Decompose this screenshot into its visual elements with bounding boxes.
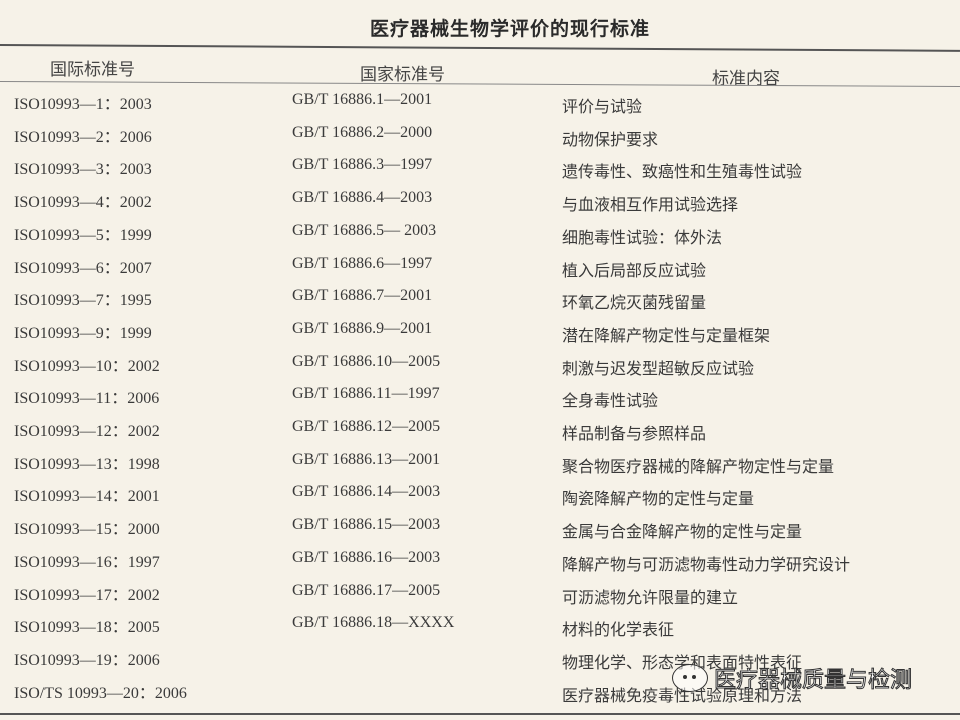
international-standard: ISO10993—14：2001	[14, 488, 160, 506]
wechat-icon	[672, 664, 708, 692]
table-row: ISO10993—3：2003 GB/T 16886.3—1997 遗传毒性、致癌性…	[0, 155, 960, 187]
international-standard: ISO10993—17：2002	[14, 586, 160, 604]
international-standard: ISO10993—1：2003	[14, 96, 152, 113]
international-standard: ISO10993—10：2002	[14, 357, 160, 375]
national-standard: GB/T 16886.15—2003	[292, 516, 441, 534]
national-standard: GB/T 16886.13—2001	[292, 450, 441, 468]
standard-content: 医疗器械免疫毒性试验原理和方法	[562, 685, 803, 705]
national-standard: GB/T 16886.12—2005	[292, 418, 441, 435]
table-title: 医疗器械生物学评价的现行标准	[369, 18, 650, 40]
national-standard: GB/T 16886.2—2000	[292, 123, 433, 141]
international-standard: ISO10993—15：2000	[14, 521, 160, 539]
national-standard: GB/T 16886.5— 2003	[292, 221, 437, 239]
international-standard: ISO10993—4：2002	[14, 194, 152, 212]
table-row: ISO10993—15：2000 GB/T 16886.15—2003 金属与合金降…	[0, 515, 960, 547]
international-standard: ISO10993—3：2003	[14, 161, 152, 179]
international-standard: ISO10993—19：2006	[14, 651, 160, 669]
international-standard: ISO10993—7：1995	[14, 292, 152, 310]
international-standard: ISO10993—5：1999	[14, 226, 152, 244]
standard-content: 金属与合金降解产物的定性与定量	[562, 522, 803, 542]
national-standard: GB/T 16886.7—2001	[292, 287, 433, 305]
national-standard: GB/T 16886.18—XXXX	[292, 614, 455, 632]
table-row: ISO10993—18：2005 GB/T 16886.18—XXXX 材料的化学表…	[0, 613, 960, 645]
national-standard: GB/T 16886.6—1997	[292, 254, 433, 272]
table-row: ISO10993—16：1997 GB/T 16886.16—2003 降解产物与可…	[0, 548, 960, 580]
standard-content: 植入后局部反应试验	[562, 260, 707, 280]
table-row: ISO10993—14：2001 GB/T 16886.14—2003 陶瓷降解产物…	[0, 482, 960, 514]
international-standard: ISO10993—18：2005	[14, 619, 160, 637]
national-standard: GB/T 16886.1—2001	[292, 91, 433, 108]
table-row: ISO10993—2：2006 GB/T 16886.2—2000 动物保护要求	[0, 123, 960, 155]
international-standard: ISO10993—6：2007	[14, 259, 152, 277]
watermark-text: 医疗器械质量与检测	[713, 668, 913, 694]
standard-content: 物理化学、形态学和表面特性表征	[562, 652, 803, 672]
watermark: 医疗器械质量与检测	[672, 662, 913, 694]
standard-content: 陶瓷降解产物的定性与定量	[562, 489, 755, 509]
top-rule	[0, 44, 960, 52]
international-standard: ISO10993—9：1999	[14, 324, 152, 342]
standard-content: 遗传毒性、致癌性和生殖毒性试验	[562, 162, 803, 182]
header-national: 国家标准号	[360, 65, 445, 85]
international-standard: ISO/TS 10993—20：2006	[14, 684, 187, 702]
international-standard: ISO10993—12：2002	[14, 423, 160, 440]
standard-content: 细胞毒性试验：体外法	[562, 227, 723, 247]
table-row: ISO10993—7：1995 GB/T 16886.7—2001 环氧乙烷灭菌残留…	[0, 286, 960, 318]
international-standard: ISO10993—16：1997	[14, 553, 160, 571]
national-standard: GB/T 16886.16—2003	[292, 548, 441, 566]
table-row: ISO10993—11：2006 GB/T 16886.11—1997 全身毒性试验	[0, 384, 960, 416]
standard-content: 刺激与迟发型超敏反应试验	[562, 358, 755, 378]
standard-content: 样品制备与参照样品	[562, 424, 707, 443]
table-row: ISO10993—17：2002 GB/T 16886.17—2005 可沥滤物允许…	[0, 581, 960, 613]
national-standard: GB/T 16886.3—1997	[292, 156, 433, 174]
header-international: 国际标准号	[50, 60, 135, 80]
national-standard: GB/T 16886.4—2003	[292, 189, 433, 207]
table-row: ISO10993—12：2002 GB/T 16886.12—2005 样品制备与参…	[0, 417, 960, 449]
standard-content: 可沥滤物允许限量的建立	[562, 587, 739, 607]
bottom-rule	[0, 713, 960, 715]
table-row: ISO10993—9：1999 GB/T 16886.9—2001 潜在降解产物定性…	[0, 319, 960, 351]
national-standard: GB/T 16886.17—2005	[292, 581, 441, 599]
international-standard: ISO10993—13：1998	[14, 455, 160, 473]
standard-content: 动物保护要求	[562, 129, 659, 149]
standard-content: 与血液相互作用试验选择	[562, 195, 739, 215]
table-row: ISO10993—5：1999 GB/T 16886.5— 2003 细胞毒性试验：…	[0, 221, 960, 253]
national-standard: GB/T 16886.14—2003	[292, 483, 441, 501]
table-row: ISO10993—19：2006 物理化学、形态学和表面特性表征	[0, 646, 960, 678]
standard-content: 聚合物医疗器械的降解产物定性与定量	[562, 456, 835, 476]
table-row: ISO10993—10：2002 GB/T 16886.10—2005 刺激与迟发型…	[0, 352, 960, 384]
national-standard: GB/T 16886.9—2001	[292, 319, 433, 337]
standard-content: 评价与试验	[562, 97, 643, 116]
national-standard: GB/T 16886.11—1997	[292, 385, 440, 403]
table-row: ISO/TS 10993—20：2006 医疗器械免疫毒性试验原理和方法	[0, 679, 960, 711]
standard-content: 材料的化学表征	[562, 620, 675, 640]
standard-content: 潜在降解产物定性与定量框架	[562, 325, 771, 345]
standard-content: 全身毒性试验	[562, 391, 659, 411]
header-rule	[0, 81, 960, 88]
standard-content: 环氧乙烷灭菌残留量	[562, 293, 707, 313]
table-row: ISO10993—4：2002 GB/T 16886.4—2003 与血液相互作用试…	[0, 188, 960, 220]
table-row: ISO10993—13：1998 GB/T 16886.13—2001 聚合物医疗器…	[0, 450, 960, 482]
table-row: ISO10993—1：2003 GB/T 16886.1—2001 评价与试验	[0, 90, 960, 122]
table-row: ISO10993—6：2007 GB/T 16886.6—1997 植入后局部反应试…	[0, 254, 960, 286]
international-standard: ISO10993—11：2006	[14, 390, 160, 408]
national-standard: GB/T 16886.10—2005	[292, 352, 441, 370]
international-standard: ISO10993—2：2006	[14, 128, 152, 146]
standard-content: 降解产物与可沥滤物毒性动力学研究设计	[562, 554, 851, 574]
